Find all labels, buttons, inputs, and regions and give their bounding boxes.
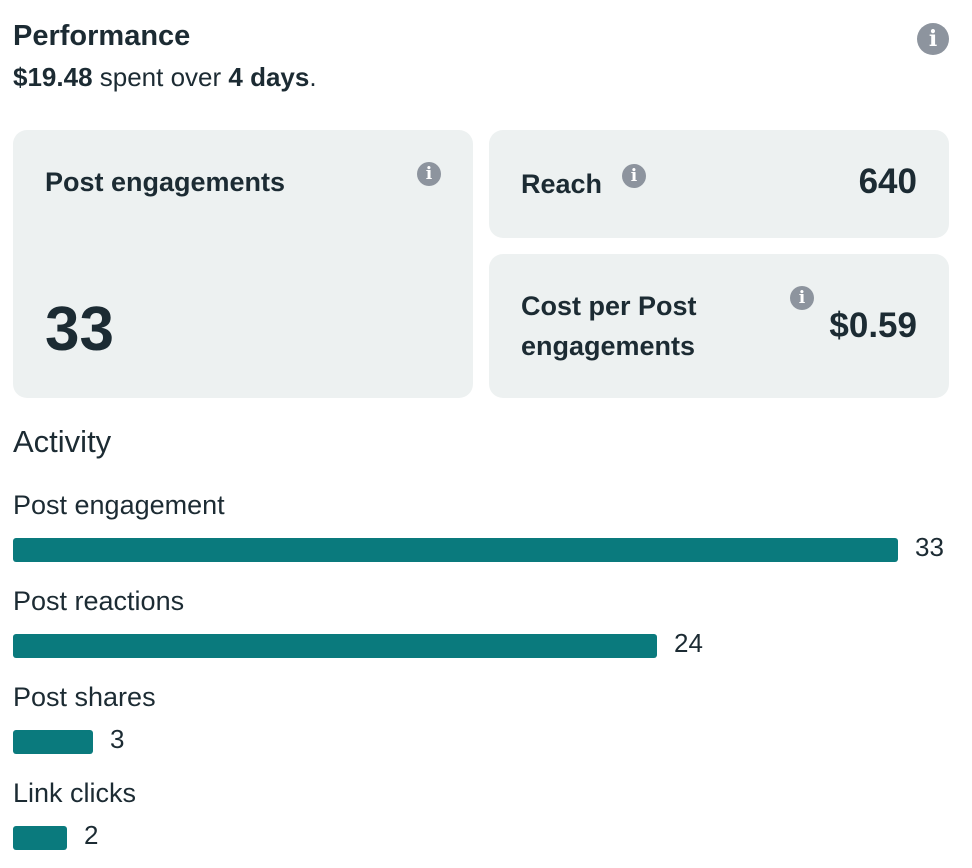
- performance-info-icon[interactable]: i: [917, 23, 949, 55]
- reach-info-icon[interactable]: i: [622, 164, 646, 188]
- cost-per-engagement-label: Cost per Post engagements: [521, 291, 697, 361]
- spend-amount: $19.48: [13, 62, 93, 92]
- activity-count: 3: [110, 724, 125, 754]
- cost-per-engagement-info-icon[interactable]: i: [790, 286, 814, 310]
- post-engagements-value: 33: [45, 295, 114, 364]
- activity-count: 24: [674, 628, 703, 658]
- activity-bar-track: [13, 826, 898, 850]
- activity-label: Post reactions: [13, 586, 185, 616]
- activity-bar-track: [13, 634, 898, 658]
- activity-bar: [13, 730, 93, 754]
- activity-bar-track: [13, 538, 898, 562]
- activity-bar: [13, 634, 657, 658]
- activity-row-post-shares: Post shares 3: [13, 682, 963, 772]
- activity-label: Post engagement: [13, 490, 225, 520]
- cost-per-engagement-value: $0.59: [829, 306, 917, 345]
- activity-bar: [13, 538, 898, 562]
- activity-row-post-engagement: Post engagement 33: [13, 490, 963, 580]
- reach-label: Reach: [521, 169, 603, 199]
- spend-duration: 4 days: [228, 62, 310, 92]
- activity-title: Activity: [13, 424, 112, 459]
- activity-label: Post shares: [13, 682, 156, 712]
- performance-summary: $19.48 spent over 4 days.: [13, 62, 317, 93]
- activity-bar: [13, 826, 67, 850]
- reach-card: Reach i 640: [489, 130, 949, 238]
- performance-title: Performance: [13, 20, 191, 52]
- activity-row-link-clicks: Link clicks 2: [13, 778, 963, 868]
- reach-value: 640: [858, 162, 917, 201]
- activity-bar-track: [13, 730, 898, 754]
- post-engagements-info-icon[interactable]: i: [417, 162, 441, 186]
- spent-text: spent over: [92, 62, 229, 92]
- activity-count: 2: [84, 820, 99, 850]
- activity-label: Link clicks: [13, 778, 137, 808]
- post-engagements-card: Post engagements i 33: [13, 130, 473, 398]
- cost-per-engagement-card: Cost per Post engagements i $0.59: [489, 254, 949, 398]
- activity-count: 33: [915, 532, 944, 562]
- summary-period: .: [309, 62, 317, 92]
- activity-row-post-reactions: Post reactions 24: [13, 586, 963, 676]
- post-engagements-label: Post engagements: [45, 167, 286, 197]
